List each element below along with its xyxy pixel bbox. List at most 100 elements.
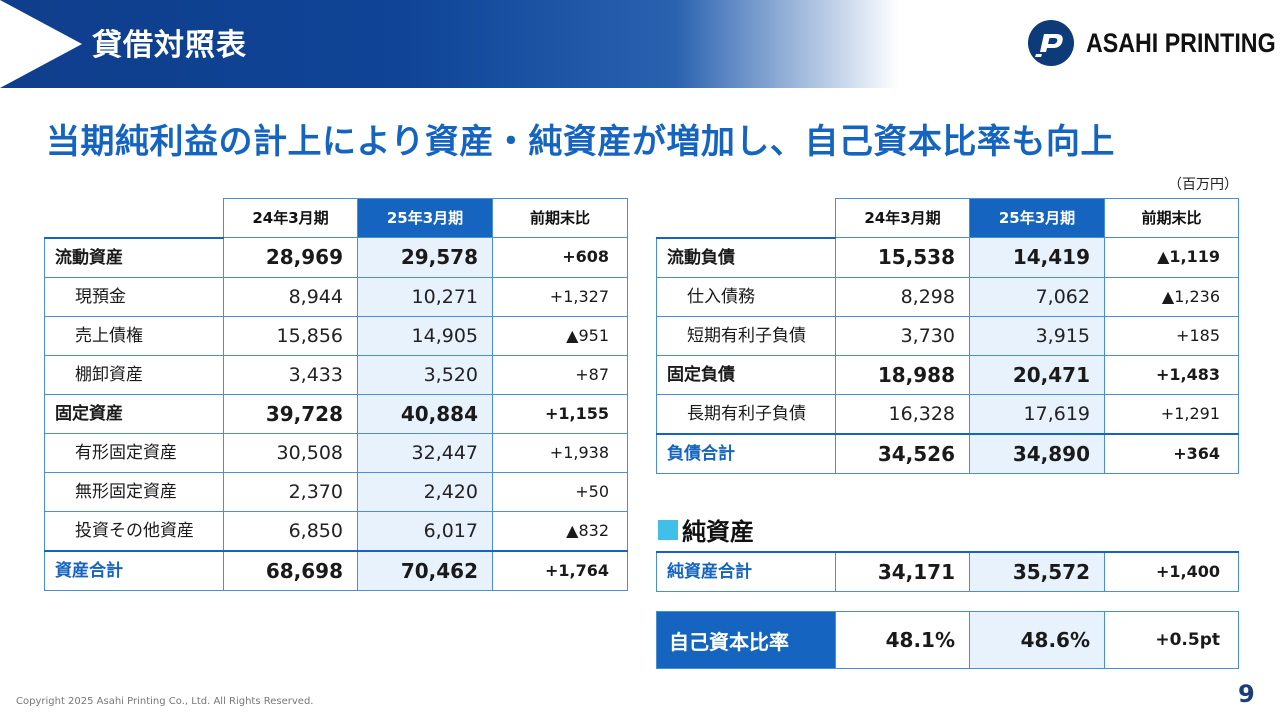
table-row: 流動資産 28,969 29,578 +608 xyxy=(44,237,628,278)
value-prev: 34,171 xyxy=(835,551,970,592)
value-diff: ▲951 xyxy=(492,315,628,356)
row-label: 固定資産 xyxy=(44,393,224,434)
value-prev: 48.1% xyxy=(835,611,970,669)
row-label: 純資産合計 xyxy=(656,551,836,592)
value-cur: 6,017 xyxy=(357,510,493,551)
row-label: 流動負債 xyxy=(656,237,836,278)
value-prev: 28,969 xyxy=(223,237,358,278)
row-label: 固定負債 xyxy=(656,354,836,395)
value-cur: 2,420 xyxy=(357,471,493,512)
value-diff: ▲1,236 xyxy=(1104,276,1239,317)
value-prev: 15,856 xyxy=(223,315,358,356)
value-cur: 70,462 xyxy=(357,549,493,591)
table-row: 固定資産 39,728 40,884 +1,155 xyxy=(44,393,628,434)
logo-text: ASAHI PRINTING xyxy=(1086,27,1276,58)
value-diff: +1,938 xyxy=(492,432,628,473)
value-diff: +1,291 xyxy=(1104,393,1239,434)
value-prev: 30,508 xyxy=(223,432,358,473)
page-number: 9 xyxy=(1238,680,1255,708)
net-assets-title: 純資産 xyxy=(682,518,754,546)
total-row: 資産合計 68,698 70,462 +1,764 xyxy=(44,549,628,591)
value-diff: +87 xyxy=(492,354,628,395)
value-prev: 3,433 xyxy=(223,354,358,395)
value-cur: 35,572 xyxy=(969,551,1105,592)
asahi-printing-logo-icon xyxy=(1028,20,1074,66)
row-label: 棚卸資産 xyxy=(44,354,224,395)
value-diff: +185 xyxy=(1104,315,1239,356)
row-label: 流動資産 xyxy=(44,237,224,278)
value-prev: 16,328 xyxy=(835,393,970,434)
value-cur: 3,915 xyxy=(969,315,1105,356)
value-prev: 8,944 xyxy=(223,276,358,317)
value-diff: +1,155 xyxy=(492,393,628,434)
page-title: 貸借対照表 xyxy=(92,28,247,63)
row-label: 有形固定資産 xyxy=(44,432,224,473)
total-row: 負債合計 34,526 34,890 +364 xyxy=(656,432,1239,474)
row-label: 短期有利子負債 xyxy=(656,315,836,356)
row-label: 仕入債務 xyxy=(656,276,836,317)
value-cur: 34,890 xyxy=(969,432,1105,474)
section-square-icon xyxy=(658,519,678,540)
copyright-text: Copyright 2025 Asahi Printing Co., Ltd. … xyxy=(16,696,314,707)
value-prev: 39,728 xyxy=(223,393,358,434)
equity-ratio-table: 自己資本比率 48.1% 48.6% +0.5pt xyxy=(656,611,1239,669)
header-band: 貸借対照表 xyxy=(0,0,900,88)
blank-cell xyxy=(44,198,224,239)
col-cur: 25年3月期 xyxy=(357,198,493,238)
value-prev: 34,526 xyxy=(835,432,970,474)
value-cur: 48.6% xyxy=(969,611,1105,669)
value-cur: 7,062 xyxy=(969,276,1105,317)
table-row: 固定負債 18,988 20,471 +1,483 xyxy=(656,354,1239,395)
value-prev: 68,698 xyxy=(223,549,358,591)
row-label: 無形固定資産 xyxy=(44,471,224,512)
table-row: 現預金 8,944 10,271 +1,327 xyxy=(44,276,628,317)
table-row: 棚卸資産 3,433 3,520 +87 xyxy=(44,354,628,395)
value-cur: 14,905 xyxy=(357,315,493,356)
header-triangle-decoration xyxy=(0,0,82,88)
row-label: 長期有利子負債 xyxy=(656,393,836,434)
row-label: 資産合計 xyxy=(44,549,224,591)
value-cur: 10,271 xyxy=(357,276,493,317)
table-row: 流動負債 15,538 14,419 ▲1,119 xyxy=(656,237,1239,278)
table-row: 有形固定資産 30,508 32,447 +1,938 xyxy=(44,432,628,473)
table-row: 仕入債務 8,298 7,062 ▲1,236 xyxy=(656,276,1239,317)
blank-cell xyxy=(656,198,836,239)
table-row: 長期有利子負債 16,328 17,619 +1,291 xyxy=(656,393,1239,434)
equity-ratio-label: 自己資本比率 xyxy=(656,611,836,669)
liabilities-header-row: 24年3月期 25年3月期 前期末比 xyxy=(656,198,1239,239)
equity-ratio-row: 自己資本比率 48.1% 48.6% +0.5pt xyxy=(656,611,1239,669)
value-diff: +0.5pt xyxy=(1104,611,1239,669)
value-cur: 40,884 xyxy=(357,393,493,434)
value-prev: 6,850 xyxy=(223,510,358,551)
value-diff: ▲832 xyxy=(492,510,628,551)
row-label: 投資その他資産 xyxy=(44,510,224,551)
table-row: 短期有利子負債 3,730 3,915 +185 xyxy=(656,315,1239,356)
value-diff: +1,400 xyxy=(1104,551,1239,592)
value-diff: ▲1,119 xyxy=(1104,237,1239,278)
value-prev: 18,988 xyxy=(835,354,970,395)
value-cur: 3,520 xyxy=(357,354,493,395)
table-row: 投資その他資産 6,850 6,017 ▲832 xyxy=(44,510,628,551)
value-cur: 20,471 xyxy=(969,354,1105,395)
net-assets-table: 純資産合計 34,171 35,572 +1,400 xyxy=(656,551,1239,592)
col-prev: 24年3月期 xyxy=(835,198,970,238)
net-assets-section-title: 純資産 xyxy=(658,512,754,547)
assets-table: 24年3月期 25年3月期 前期末比 流動資産 28,969 29,578 +6… xyxy=(44,198,628,591)
row-label: 現預金 xyxy=(44,276,224,317)
company-logo: ASAHI PRINTING xyxy=(1028,20,1280,66)
value-diff: +50 xyxy=(492,471,628,512)
table-row: 無形固定資産 2,370 2,420 +50 xyxy=(44,471,628,512)
total-row: 純資産合計 34,171 35,572 +1,400 xyxy=(656,551,1239,592)
value-cur: 14,419 xyxy=(969,237,1105,278)
assets-header-row: 24年3月期 25年3月期 前期末比 xyxy=(44,198,628,239)
value-prev: 2,370 xyxy=(223,471,358,512)
col-diff: 前期末比 xyxy=(1104,198,1239,238)
value-prev: 15,538 xyxy=(835,237,970,278)
col-prev: 24年3月期 xyxy=(223,198,358,238)
value-prev: 8,298 xyxy=(835,276,970,317)
value-diff: +1,764 xyxy=(492,549,628,591)
value-cur: 29,578 xyxy=(357,237,493,278)
value-diff: +1,483 xyxy=(1104,354,1239,395)
unit-label: （百万円） xyxy=(1168,177,1238,193)
liabilities-table: 24年3月期 25年3月期 前期末比 流動負債 15,538 14,419 ▲1… xyxy=(656,198,1239,474)
